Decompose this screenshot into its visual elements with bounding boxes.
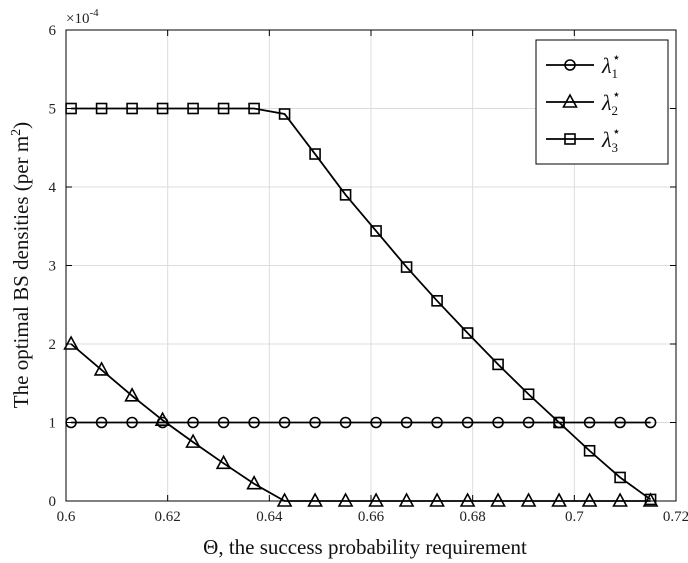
square-marker xyxy=(461,327,474,339)
y-tick-label: 0 xyxy=(49,494,57,510)
series-triangle xyxy=(63,335,659,507)
circle-marker xyxy=(278,416,291,429)
square-marker xyxy=(583,444,596,457)
circle-marker xyxy=(564,59,576,71)
circle-marker xyxy=(95,416,108,429)
circle-marker xyxy=(126,416,138,429)
circle-marker xyxy=(65,416,77,429)
circle-marker xyxy=(522,416,535,429)
x-tick-label: 0.64 xyxy=(256,509,283,525)
circle-marker xyxy=(614,416,626,429)
triangle-marker xyxy=(215,454,232,470)
square-marker xyxy=(492,358,504,371)
x-tick-label: 0.72 xyxy=(663,509,688,525)
y-tick-label: 5 xyxy=(49,102,57,118)
x-tick-label: 0.7 xyxy=(565,509,584,525)
square-marker xyxy=(187,102,199,115)
triangle-marker xyxy=(612,492,628,507)
square-marker xyxy=(309,148,321,160)
x-axis-label: Θ, the success probability requirement xyxy=(203,535,527,559)
circle-marker xyxy=(370,416,382,429)
legend-label: λ3⋆ xyxy=(601,125,621,155)
circle-marker xyxy=(187,416,199,429)
circle-marker xyxy=(431,416,443,429)
y-axis-exponent: ×10-4 xyxy=(66,7,99,27)
triangle-marker xyxy=(93,361,110,376)
circle-marker xyxy=(400,416,413,429)
series-square xyxy=(65,102,657,506)
triangle-marker xyxy=(642,492,659,507)
y-tick-label: 1 xyxy=(49,416,57,432)
legend-item: λ1⋆ xyxy=(546,51,621,81)
circle-marker xyxy=(644,416,657,429)
circle-marker xyxy=(492,416,504,429)
triangle-marker xyxy=(551,492,567,507)
triangle-marker xyxy=(246,475,262,490)
x-tick-label: 0.62 xyxy=(155,509,181,525)
square-marker xyxy=(65,102,77,115)
square-marker xyxy=(431,295,443,307)
triangle-marker xyxy=(562,93,578,108)
square-marker xyxy=(339,189,352,201)
circle-marker xyxy=(461,416,474,429)
y-tick-label: 3 xyxy=(49,259,57,275)
series-group xyxy=(63,102,659,507)
legend: λ1⋆ λ2⋆ λ3⋆ xyxy=(535,39,669,165)
x-tick-label: 0.66 xyxy=(358,509,385,525)
legend-item: λ2⋆ xyxy=(546,88,621,118)
triangle-marker xyxy=(124,387,140,402)
y-tick-label: 2 xyxy=(49,337,57,353)
legend-item: λ3⋆ xyxy=(546,125,621,155)
circle-marker xyxy=(217,416,230,429)
y-tick-label: 4 xyxy=(49,180,57,196)
y-tick-label: 6 xyxy=(49,23,57,39)
square-marker xyxy=(522,388,535,401)
triangle-marker xyxy=(154,411,171,426)
triangle-marker xyxy=(429,492,445,507)
square-marker xyxy=(278,108,291,120)
x-tick-label: 0.68 xyxy=(460,509,486,525)
triangle-marker xyxy=(307,492,323,507)
legend-label: λ1⋆ xyxy=(601,51,621,81)
square-marker xyxy=(564,133,576,145)
triangle-marker xyxy=(490,492,506,507)
x-tick-label: 0.6 xyxy=(57,509,76,525)
triangle-marker xyxy=(459,492,476,507)
triangle-marker xyxy=(185,433,201,448)
square-marker xyxy=(217,102,230,115)
square-marker xyxy=(370,225,382,237)
square-marker xyxy=(553,416,565,429)
axis-ticks: 0.6 0.62 0.64 0.66 0.68 0.7 0.72 0 1 2 3 4 5 6 xyxy=(49,23,688,525)
square-marker xyxy=(614,471,626,484)
triangle-marker xyxy=(63,335,79,350)
circle-marker xyxy=(309,416,321,429)
circle-marker xyxy=(339,416,352,429)
series-line xyxy=(71,107,652,501)
triangle-marker xyxy=(368,492,384,507)
square-marker xyxy=(400,261,413,273)
circle-marker xyxy=(248,416,260,429)
circle-marker xyxy=(583,416,596,429)
square-marker xyxy=(156,102,169,115)
square-marker xyxy=(95,102,108,115)
triangle-marker xyxy=(337,492,354,507)
triangle-marker xyxy=(398,492,415,507)
legend-label: λ2⋆ xyxy=(601,88,621,118)
triangle-marker xyxy=(581,492,598,507)
triangle-marker xyxy=(520,492,537,507)
y-axis-label: The optimal BS densities (per m2) xyxy=(9,122,33,408)
square-marker xyxy=(248,102,260,115)
triangle-marker xyxy=(276,492,293,507)
square-marker xyxy=(126,102,138,115)
series-circle xyxy=(65,416,657,429)
square-marker xyxy=(644,493,657,506)
